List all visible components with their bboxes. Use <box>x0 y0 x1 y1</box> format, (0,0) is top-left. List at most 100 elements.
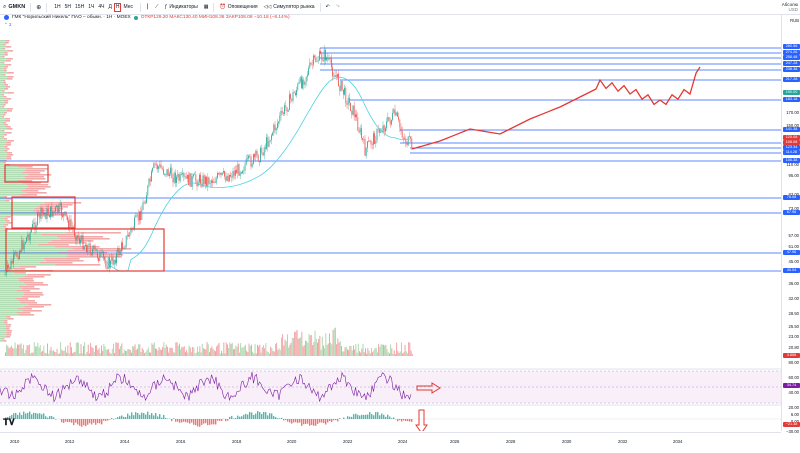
volume-bar <box>227 344 228 356</box>
profile-bar-up <box>0 340 3 342</box>
candle-body <box>247 158 248 159</box>
candle-body <box>321 54 322 60</box>
account-area[interactable]: Абсолю USD <box>782 2 798 12</box>
volume-bar <box>91 347 92 356</box>
macd-bar <box>219 419 220 421</box>
volume-bar <box>154 342 155 356</box>
candle-body <box>174 173 175 183</box>
volume-bar <box>319 336 320 356</box>
candle-body <box>69 219 70 228</box>
volume-bar <box>376 348 377 356</box>
indicators-button[interactable]: ƒ Индикаторы <box>162 0 201 14</box>
macd-bar <box>41 414 42 419</box>
macd-bar <box>411 419 412 422</box>
volume-bar <box>363 344 364 356</box>
timeframe-4[interactable]: 4Ч <box>96 4 106 10</box>
candle-body <box>323 60 324 61</box>
profile-bar-down <box>6 334 11 336</box>
volume-bar <box>47 344 48 356</box>
layout-button[interactable]: ▦ <box>201 0 212 14</box>
tradingview-logo[interactable]: 𝐓𝐕 <box>3 417 15 428</box>
volume-bar <box>219 343 220 356</box>
candle-body <box>368 141 369 142</box>
volume-bar <box>336 344 337 356</box>
candle-body <box>389 117 390 121</box>
candle-body <box>271 135 272 140</box>
replay-button[interactable]: ◁◁ Симулятор рынка <box>261 0 318 14</box>
timeframe-7[interactable]: Мес <box>121 4 135 10</box>
candle-body <box>29 235 30 241</box>
profile-bar-up <box>0 220 5 222</box>
macd-bar <box>157 416 158 419</box>
volume-bar <box>412 354 413 356</box>
macd-bar <box>159 414 160 419</box>
profile-bar-down <box>26 192 47 194</box>
profile-bar-up <box>0 312 17 314</box>
price-axis[interactable]: RUB 170.00150.00110.0095.0083.0073.0057.… <box>781 15 800 431</box>
candle-body <box>313 56 314 65</box>
candle-body <box>81 235 82 239</box>
volume-bar <box>82 353 83 356</box>
volume-bar <box>207 342 208 356</box>
macd-bar <box>163 415 164 419</box>
volume-bar <box>389 353 390 356</box>
macd-bar <box>331 419 332 422</box>
macd-bar <box>405 419 406 421</box>
profile-bar-up <box>0 336 6 338</box>
timeframe-3[interactable]: 1Ч <box>86 4 96 10</box>
profile-bar-up <box>0 286 19 288</box>
candle-body <box>409 136 410 137</box>
profile-bar-down <box>6 216 11 218</box>
compare-button[interactable]: ⟋ <box>152 0 162 14</box>
volume-bar <box>63 351 64 356</box>
timeframe-1[interactable]: 5Н <box>63 4 73 10</box>
timeframe-6[interactable]: Н <box>114 3 122 12</box>
profile-bar-up <box>0 154 7 156</box>
tv-logo-icon: 𝐓𝐕 <box>3 417 15 427</box>
alerts-button[interactable]: ⏰ Оповещения <box>216 0 260 14</box>
macd-bar <box>333 419 334 420</box>
volume-bar <box>377 353 378 356</box>
volume-bar <box>330 343 331 356</box>
volume-bar <box>399 353 400 356</box>
profile-bar-up <box>0 294 24 296</box>
macd-bar <box>61 419 62 422</box>
profile-bar-down <box>6 158 11 160</box>
volume-bar <box>48 354 49 356</box>
volume-bar <box>364 352 365 356</box>
timeframe-2[interactable]: 15Н <box>73 4 86 10</box>
candle-body <box>347 103 348 104</box>
macd-bar <box>175 419 176 422</box>
candle-body <box>192 176 193 187</box>
volume-bar <box>285 340 286 356</box>
macd-bar <box>113 419 114 420</box>
redo-button[interactable]: ↷ <box>333 0 343 14</box>
undo-button[interactable]: ↶ <box>323 0 333 14</box>
timeframe-5[interactable]: Д <box>106 4 113 10</box>
symbol-search[interactable]: ⌕ GMKN <box>0 0 28 14</box>
volume-bar <box>178 346 179 356</box>
volume-bar <box>151 343 152 356</box>
volume-bar <box>321 350 322 356</box>
macd-bar <box>117 417 118 419</box>
macd-bar <box>199 419 200 427</box>
chart-type-button[interactable]: ┃ <box>143 0 152 14</box>
volume-bar <box>161 350 162 356</box>
candle-body <box>137 214 138 215</box>
profile-bar-down <box>18 180 32 182</box>
candle-body <box>218 173 219 174</box>
candle-body <box>301 77 302 88</box>
chart-canvas[interactable] <box>0 15 781 431</box>
volume-bar <box>379 347 380 356</box>
price-tick-label: 20.80 <box>789 345 799 350</box>
timeframe-0[interactable]: 1Н <box>52 4 62 10</box>
macd-histogram <box>0 411 781 427</box>
volume-bar <box>5 352 6 356</box>
candle-body <box>403 138 404 139</box>
candle-body <box>312 64 313 65</box>
volume-bar <box>275 344 276 356</box>
currency-label[interactable]: RUB <box>790 18 799 23</box>
add-symbol-button[interactable]: ⊕ <box>33 0 44 14</box>
candle-body <box>177 174 178 177</box>
